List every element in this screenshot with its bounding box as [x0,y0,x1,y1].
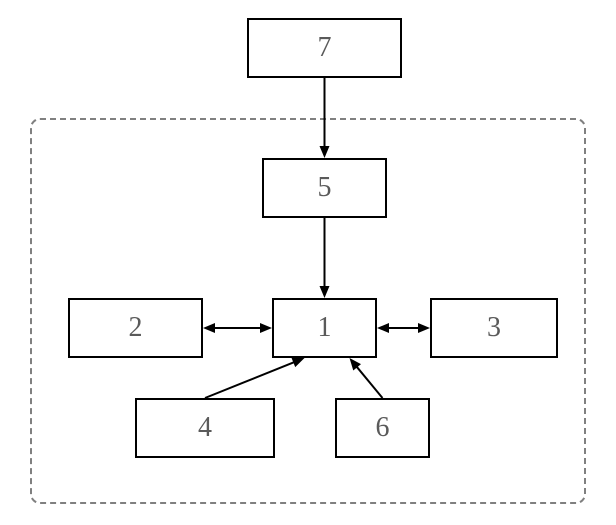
node-6: 6 [335,398,430,458]
node-2: 2 [68,298,203,358]
node-1-label: 1 [318,312,332,344]
node-6-label: 6 [376,412,390,444]
node-1: 1 [272,298,377,358]
node-7-label: 7 [318,32,332,64]
node-5: 5 [262,158,387,218]
node-3: 3 [430,298,558,358]
node-3-label: 3 [487,312,501,344]
node-5-label: 5 [318,172,332,204]
node-4-label: 4 [198,412,212,444]
node-2-label: 2 [129,312,143,344]
node-7: 7 [247,18,402,78]
node-4: 4 [135,398,275,458]
